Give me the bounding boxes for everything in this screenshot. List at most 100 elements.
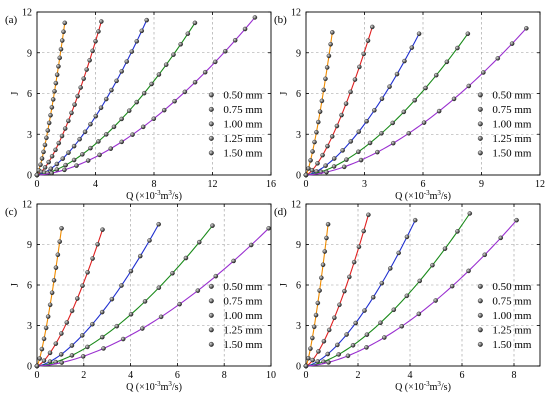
- data-point: [325, 143, 330, 149]
- data-point: [59, 352, 64, 357]
- legend-entry: 0.75 mm: [223, 104, 263, 116]
- data-point: [62, 126, 68, 131]
- data-point: [391, 307, 397, 313]
- data-point: [370, 24, 375, 30]
- data-point: [324, 235, 329, 241]
- x-tick-label: 4: [128, 370, 133, 381]
- data-point: [375, 149, 380, 155]
- data-point: [382, 335, 387, 340]
- x-tick-label: 8: [152, 179, 157, 190]
- series-3: [303, 217, 418, 369]
- data-point: [69, 343, 75, 348]
- data-point: [156, 221, 161, 227]
- data-point: [139, 28, 144, 34]
- data-point: [390, 120, 395, 126]
- x-axis-label: Q (×10-3m3/s): [395, 189, 451, 202]
- series-1: [303, 30, 335, 178]
- data-point: [66, 118, 71, 124]
- legend-marker: [477, 341, 483, 347]
- data-point: [172, 98, 177, 104]
- legend-marker: [208, 341, 214, 347]
- data-point: [53, 341, 59, 346]
- data-point: [312, 139, 317, 145]
- data-point: [80, 333, 85, 338]
- data-point: [352, 77, 358, 82]
- data-point: [59, 133, 65, 139]
- data-point: [325, 351, 331, 357]
- data-point: [60, 38, 65, 43]
- data-point: [364, 332, 370, 337]
- data-point: [47, 350, 53, 356]
- data-point: [99, 309, 105, 315]
- panel-label: (b): [274, 14, 287, 26]
- legend-entry: 1.25 mm: [492, 324, 532, 336]
- data-point: [324, 169, 329, 175]
- data-point: [49, 170, 54, 176]
- y-tick-label: 12: [22, 8, 32, 19]
- data-point: [62, 167, 67, 173]
- data-point: [421, 120, 427, 125]
- data-point: [90, 256, 95, 261]
- data-point: [134, 99, 139, 105]
- data-point: [449, 283, 455, 289]
- legend-entry: 0.50 mm: [492, 281, 532, 293]
- data-point: [202, 69, 208, 75]
- data-point: [120, 336, 126, 342]
- data-point: [330, 30, 335, 35]
- legend-entry: 0.75 mm: [492, 104, 532, 116]
- data-point: [53, 80, 59, 86]
- data-point: [96, 29, 101, 34]
- data-point: [482, 252, 487, 258]
- data-point: [41, 149, 46, 155]
- y-tick-label: 9: [27, 48, 32, 59]
- data-point: [372, 108, 377, 113]
- legend-marker: [208, 283, 214, 289]
- data-point: [416, 311, 422, 317]
- legend-entry: 1.50 mm: [223, 339, 263, 351]
- legend-entry: 1.50 mm: [223, 147, 263, 159]
- y-tick-label: 6: [27, 281, 32, 292]
- x-tick-label: 2: [356, 370, 361, 381]
- panel-label: (c): [5, 206, 18, 218]
- data-point: [306, 356, 311, 361]
- data-point: [309, 168, 315, 173]
- legend-entry: 1.00 mm: [223, 118, 263, 130]
- data-point: [59, 331, 64, 336]
- data-point: [213, 273, 219, 279]
- legend-marker: [208, 92, 214, 98]
- data-point: [361, 51, 366, 57]
- data-point: [119, 283, 124, 288]
- data-point: [347, 274, 352, 280]
- data-point: [412, 97, 417, 103]
- data-point: [266, 226, 271, 231]
- data-point: [85, 270, 90, 275]
- data-point: [97, 152, 102, 158]
- data-point: [444, 59, 450, 65]
- data-point: [433, 298, 438, 303]
- data-point: [48, 166, 54, 172]
- data-point: [434, 72, 439, 78]
- x-tick-label: 4: [408, 370, 413, 381]
- data-point: [171, 52, 176, 57]
- data-point: [99, 19, 104, 24]
- data-point: [149, 81, 154, 87]
- data-point: [409, 45, 415, 50]
- series-5: [34, 15, 258, 178]
- data-point: [356, 149, 361, 154]
- data-point: [332, 315, 337, 321]
- series-line: [36, 22, 196, 176]
- series-line: [36, 229, 104, 367]
- data-point: [119, 69, 124, 74]
- x-tick-label: 2: [81, 370, 86, 381]
- data-point: [366, 212, 371, 218]
- data-point: [331, 164, 337, 169]
- data-point: [114, 78, 119, 84]
- data-point: [49, 290, 55, 295]
- data-point: [303, 172, 309, 178]
- data-point: [59, 226, 64, 231]
- data-point: [326, 360, 331, 365]
- data-point: [303, 363, 309, 369]
- data-point: [321, 87, 326, 93]
- data-point: [59, 360, 65, 365]
- x-axis-label: Q (×10-3m3/s): [126, 189, 182, 202]
